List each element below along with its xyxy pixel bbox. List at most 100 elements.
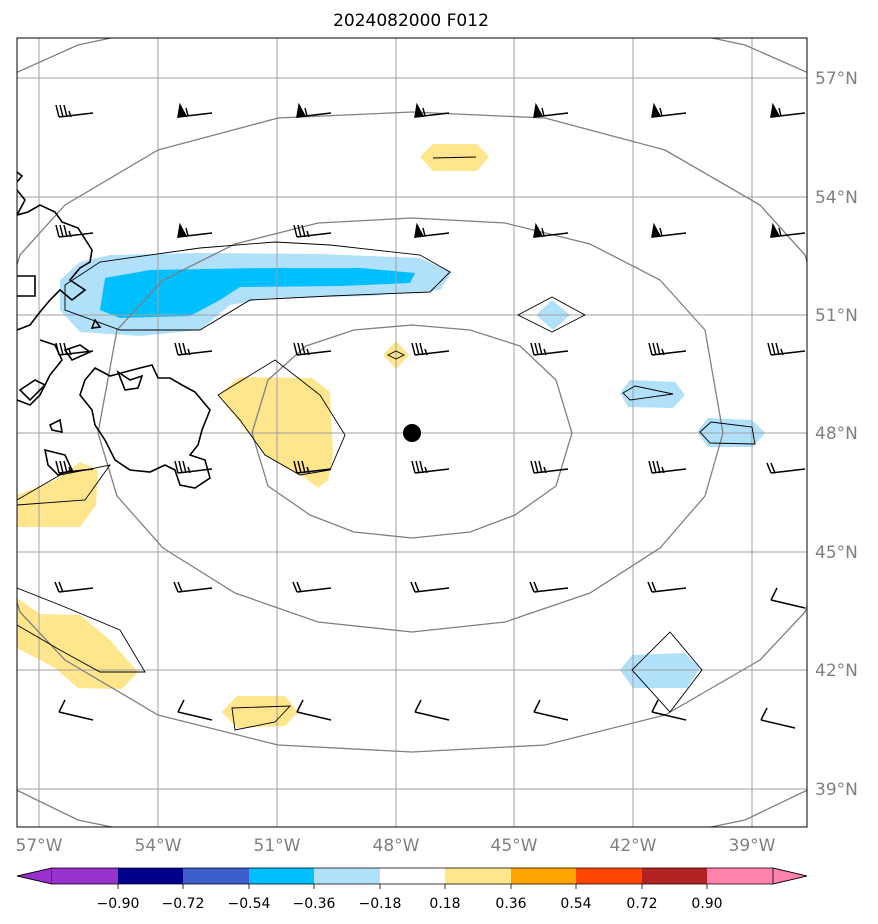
map-title: 2024082000 F012 xyxy=(333,11,489,31)
lon-label: 39°W xyxy=(729,836,776,856)
wind-barb xyxy=(770,222,806,238)
map-panel xyxy=(17,38,807,827)
colorbar-tick-label: −0.54 xyxy=(228,896,271,912)
lat-label: 48°N xyxy=(815,424,858,444)
wind-barb xyxy=(292,581,332,593)
lon-label: 54°W xyxy=(135,836,182,856)
wind-barb xyxy=(530,342,569,356)
negative-region-deep xyxy=(100,268,415,318)
wind-barb xyxy=(414,102,450,118)
wind-barb xyxy=(173,581,213,593)
colorbar-tick-label: 0.18 xyxy=(429,896,460,912)
lat-label: 39°N xyxy=(815,780,858,800)
colorbar-segment xyxy=(707,868,773,884)
contour-lines xyxy=(17,156,756,731)
colorbar-segment xyxy=(642,868,707,884)
colorbar-max-extend xyxy=(772,867,808,885)
storm-center-marker xyxy=(403,424,421,442)
lat-label: 45°N xyxy=(815,543,858,563)
wind-barbs xyxy=(54,102,806,729)
colorbar-segment xyxy=(52,868,118,884)
range-ring-1 xyxy=(251,324,573,539)
wind-barb xyxy=(529,581,569,593)
range-rings xyxy=(17,38,807,827)
wind-barb xyxy=(296,699,332,721)
colorbar-tick-label: 0.36 xyxy=(495,896,526,912)
range-ring-3 xyxy=(17,111,807,753)
wind-barb xyxy=(647,581,687,593)
map-frame xyxy=(16,37,808,828)
range-ring-2 xyxy=(97,217,724,633)
wind-barb xyxy=(174,460,213,474)
colorbar-tick-label: −0.72 xyxy=(162,896,205,912)
lat-label: 51°N xyxy=(815,306,858,326)
wind-barb xyxy=(410,581,450,593)
colorbar-segment xyxy=(511,868,576,884)
graticule xyxy=(17,38,807,827)
wind-barb xyxy=(296,102,332,118)
lon-label: 45°W xyxy=(491,836,538,856)
colorbar-tick-label: −0.18 xyxy=(359,896,402,912)
colorbar-segment xyxy=(314,868,380,884)
wind-barb xyxy=(293,342,332,356)
wind-barb xyxy=(766,462,806,474)
wind-barb xyxy=(55,460,94,474)
wind-barb xyxy=(54,581,94,593)
wind-barb xyxy=(533,699,569,721)
wind-barb xyxy=(530,460,569,474)
colorbar-segment xyxy=(380,868,445,884)
wind-barb xyxy=(760,707,796,729)
wind-barb xyxy=(414,699,450,721)
wind-barb xyxy=(177,699,213,721)
lon-label: 51°W xyxy=(254,836,301,856)
wind-barb xyxy=(767,342,806,356)
colorbar-tick-label: −0.90 xyxy=(97,896,140,912)
wind-barb xyxy=(651,102,687,118)
wind-barb xyxy=(55,224,94,238)
wind-barb xyxy=(55,104,94,118)
colorbar-min-extend xyxy=(16,867,53,885)
lon-axis: 57°W 54°W 51°W 48°W 45°W 42°W 39°W xyxy=(16,836,776,856)
wind-barb xyxy=(411,342,450,356)
lat-axis: 57°N 54°N 51°N 48°N 45°N 42°N 39°N xyxy=(815,69,858,800)
negative-region-small-2 xyxy=(620,380,685,408)
wind-barb xyxy=(770,587,806,609)
wind-barb xyxy=(648,342,687,356)
wind-barb xyxy=(648,460,687,474)
wind-barb xyxy=(770,102,806,118)
colorbar-tick-label: 0.72 xyxy=(626,896,657,912)
colorbar: −0.90 −0.72 −0.54 −0.36 −0.18 0.18 0.36 … xyxy=(16,867,808,912)
colorbar-segment xyxy=(118,868,183,884)
lon-label: 42°W xyxy=(610,836,657,856)
colorbar-segment xyxy=(249,868,314,884)
wind-barb xyxy=(58,699,94,721)
wind-barb xyxy=(533,222,569,238)
colorbar-segment xyxy=(445,868,511,884)
lon-label: 57°W xyxy=(16,836,63,856)
wind-barb xyxy=(651,699,687,721)
colorbar-segment xyxy=(183,868,249,884)
wind-barb xyxy=(533,102,569,118)
lon-label: 48°W xyxy=(373,836,420,856)
wind-barb xyxy=(414,222,450,238)
wind-barb xyxy=(174,342,213,356)
lat-label: 57°N xyxy=(815,69,858,89)
wind-barb xyxy=(651,222,687,238)
colorbar-tick-label: 0.90 xyxy=(691,896,722,912)
wind-barb xyxy=(177,102,213,118)
wind-barb xyxy=(293,224,332,238)
positive-region-4 xyxy=(17,462,98,527)
lat-label: 54°N xyxy=(815,188,858,208)
wind-barb xyxy=(293,460,332,474)
wind-barb xyxy=(55,342,94,356)
colorbar-tick-label: −0.36 xyxy=(293,896,336,912)
wind-barb xyxy=(177,222,213,238)
colorbar-segment xyxy=(576,868,642,884)
colorbar-outline xyxy=(16,867,808,885)
wind-barb xyxy=(411,460,450,474)
positive-region-5 xyxy=(17,598,138,689)
positive-region-6 xyxy=(222,696,298,728)
colorbar-tick-label: 0.54 xyxy=(560,896,591,912)
lat-label: 42°N xyxy=(815,661,858,681)
